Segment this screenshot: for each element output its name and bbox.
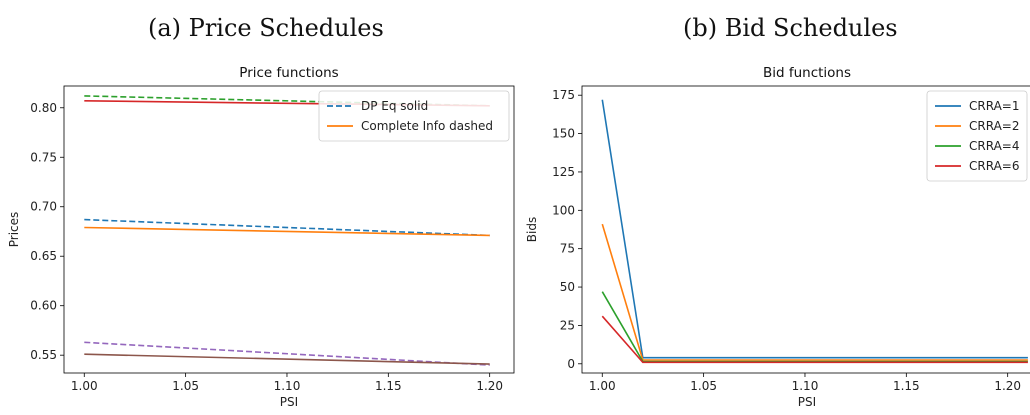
price-legend-label: Complete Info dashed xyxy=(361,119,493,133)
bid-legend-label: CRRA=6 xyxy=(969,159,1019,173)
bid-x-tick-label: 1.15 xyxy=(893,379,920,393)
bid-series-line-3 xyxy=(601,291,1028,363)
bid-y-tick-label: 25 xyxy=(560,318,575,332)
bid-y-tick-label: 175 xyxy=(552,88,575,102)
price-series-line-5 xyxy=(84,341,490,366)
bid-legend-label: CRRA=2 xyxy=(969,119,1019,133)
price-series-line-3 xyxy=(84,218,490,237)
bid-y-tick-label: 75 xyxy=(560,242,575,256)
price-y-tick-label: 0.75 xyxy=(30,150,57,164)
price-legend-label: DP Eq solid xyxy=(361,99,428,113)
bid-y-axis-label: Bids xyxy=(525,217,539,242)
price-series-line-6 xyxy=(84,353,490,365)
price-chart-title: Price functions xyxy=(239,65,338,81)
price-x-tick-label: 1.05 xyxy=(172,379,199,393)
price-legend: DP Eq solid Complete Info dashed xyxy=(318,90,510,142)
bid-legend-label: CRRA=1 xyxy=(969,99,1019,113)
bid-legend-label: CRRA=4 xyxy=(969,139,1019,153)
bid-x-tick-label: 1.10 xyxy=(792,379,819,393)
bid-chart-title: Bid functions xyxy=(763,65,851,81)
bid-series-line-2 xyxy=(601,223,1028,361)
price-y-tick-label: 0.55 xyxy=(30,348,57,362)
price-plot-frame xyxy=(63,85,515,374)
caption-price-schedules: (a) Price Schedules xyxy=(148,14,384,42)
bid-series-line-4 xyxy=(601,315,1028,364)
bid-y-tick-label: 150 xyxy=(552,127,575,141)
price-x-axis-label: PSI xyxy=(280,395,298,409)
bid-plot-frame xyxy=(581,85,1030,374)
bid-legend-box xyxy=(926,90,1028,182)
price-y-tick-label: 0.80 xyxy=(30,101,57,115)
bid-x-tick-label: 1.00 xyxy=(589,379,616,393)
bid-y-tick-label: 50 xyxy=(560,280,575,294)
bid-y-tick-label: 0 xyxy=(567,357,575,371)
bid-legend: CRRA=1 CRRA=2 CRRA=4 CRRA=6 xyxy=(926,90,1028,182)
caption-bid-schedules: (b) Bid Schedules xyxy=(683,14,898,42)
price-y-tick-label: 0.70 xyxy=(30,200,57,214)
bid-chart: Bid functions 1.00 1.05 1.10 1.15 1.20 0 25 50 75… xyxy=(525,65,1030,409)
bid-x-tick-label: 1.05 xyxy=(690,379,717,393)
bid-x-tick-label: 1.20 xyxy=(994,379,1021,393)
price-x-tick-label: 1.15 xyxy=(375,379,402,393)
price-x-tick-label: 1.10 xyxy=(274,379,301,393)
price-chart: Price functions 1.00 1.05 1.10 1.15 1.20 0.55 0… xyxy=(7,65,515,409)
price-x-tick-label: 1.00 xyxy=(71,379,98,393)
price-y-tick-label: 0.65 xyxy=(30,249,57,263)
bid-y-tick-label: 100 xyxy=(552,203,575,217)
price-series-line-4 xyxy=(84,226,490,237)
bid-x-axis-label: PSI xyxy=(798,395,816,409)
price-y-tick-label: 0.60 xyxy=(30,299,57,313)
price-legend-box xyxy=(318,90,510,142)
price-x-tick-label: 1.20 xyxy=(476,379,503,393)
bid-y-tick-label: 125 xyxy=(552,165,575,179)
price-y-axis-label: Prices xyxy=(7,212,21,248)
